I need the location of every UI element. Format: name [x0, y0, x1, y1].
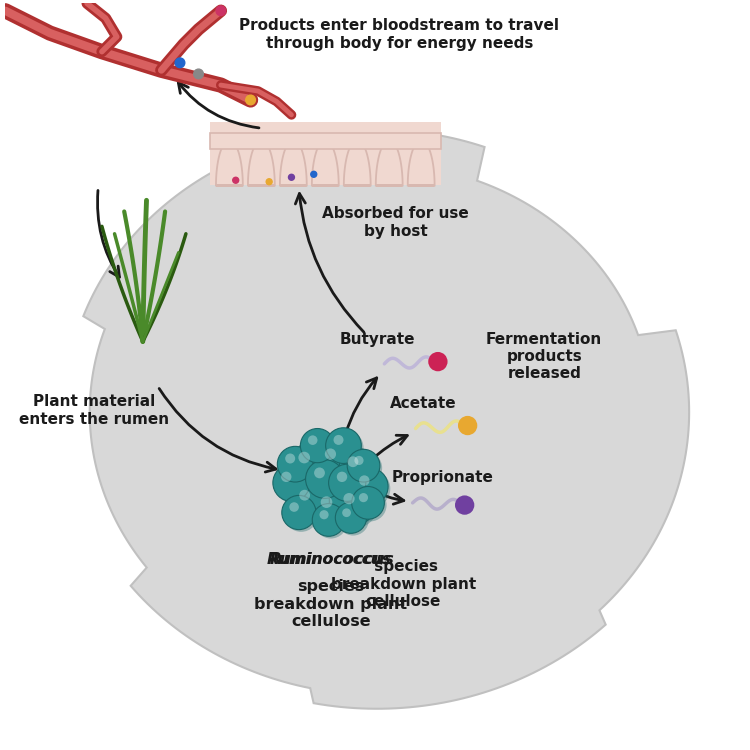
Circle shape	[298, 452, 310, 464]
Circle shape	[355, 456, 364, 465]
Circle shape	[334, 485, 375, 525]
Circle shape	[289, 174, 295, 180]
Circle shape	[328, 430, 364, 466]
Polygon shape	[248, 140, 274, 185]
Polygon shape	[376, 140, 403, 185]
Circle shape	[316, 440, 356, 481]
Circle shape	[455, 496, 474, 514]
Circle shape	[280, 448, 315, 484]
Text: Products enter bloodstream to travel
through body for energy needs: Products enter bloodstream to travel thr…	[239, 18, 560, 51]
Circle shape	[352, 487, 385, 519]
Circle shape	[335, 502, 367, 533]
Circle shape	[338, 504, 369, 536]
Circle shape	[347, 456, 358, 467]
Circle shape	[342, 509, 351, 517]
Circle shape	[310, 171, 316, 177]
Circle shape	[331, 466, 368, 503]
Circle shape	[428, 352, 448, 371]
Polygon shape	[280, 140, 307, 185]
Bar	[210, 133, 441, 149]
Circle shape	[339, 448, 378, 488]
Polygon shape	[210, 122, 441, 185]
Circle shape	[266, 178, 272, 184]
Text: species
breakdown plant
cellulose: species breakdown plant cellulose	[331, 560, 476, 609]
Polygon shape	[216, 140, 243, 185]
Polygon shape	[344, 140, 370, 185]
Circle shape	[318, 442, 358, 483]
Circle shape	[458, 416, 477, 435]
Circle shape	[320, 510, 328, 519]
Polygon shape	[312, 140, 339, 185]
Circle shape	[314, 490, 356, 532]
Circle shape	[341, 451, 380, 490]
Circle shape	[291, 482, 329, 520]
Circle shape	[347, 449, 380, 482]
Circle shape	[314, 506, 347, 538]
Circle shape	[308, 435, 317, 445]
Text: Acetate: Acetate	[390, 396, 456, 411]
Circle shape	[337, 472, 347, 482]
Text: Ruminococcus: Ruminococcus	[267, 552, 394, 567]
Circle shape	[281, 472, 292, 482]
Circle shape	[275, 466, 312, 503]
Circle shape	[290, 503, 299, 512]
Text: Fermentation
products
released: Fermentation products released	[486, 332, 602, 381]
Polygon shape	[408, 140, 434, 185]
Circle shape	[284, 498, 318, 532]
Text: Plant material
enters the rumen: Plant material enters the rumen	[20, 394, 170, 427]
Text: Proprionate: Proprionate	[392, 470, 494, 485]
Circle shape	[278, 446, 313, 482]
Circle shape	[232, 177, 238, 183]
Circle shape	[293, 484, 332, 523]
Circle shape	[312, 503, 345, 536]
Circle shape	[328, 464, 366, 501]
Polygon shape	[83, 130, 689, 709]
Circle shape	[308, 462, 347, 500]
Circle shape	[311, 488, 353, 530]
Circle shape	[282, 496, 316, 530]
Circle shape	[358, 493, 368, 502]
Circle shape	[344, 493, 355, 504]
Circle shape	[301, 428, 334, 463]
Circle shape	[216, 6, 226, 16]
Text: species
breakdown plant
cellulose: species breakdown plant cellulose	[254, 580, 407, 629]
Circle shape	[273, 464, 310, 501]
Circle shape	[350, 452, 382, 484]
Text: Absorbed for use
by host: Absorbed for use by host	[322, 206, 469, 238]
Circle shape	[246, 95, 256, 105]
Circle shape	[285, 454, 296, 464]
Circle shape	[337, 488, 377, 527]
Circle shape	[299, 490, 310, 500]
Circle shape	[194, 69, 203, 79]
Circle shape	[325, 448, 336, 460]
Circle shape	[353, 470, 390, 507]
Circle shape	[359, 476, 370, 486]
Text: Ruminococcus: Ruminococcus	[270, 552, 392, 567]
Circle shape	[351, 468, 388, 505]
Circle shape	[305, 460, 344, 499]
Circle shape	[302, 430, 337, 465]
Circle shape	[314, 467, 325, 478]
Circle shape	[326, 427, 362, 464]
Text: Butyrate: Butyrate	[339, 332, 415, 346]
Circle shape	[176, 58, 184, 68]
Circle shape	[321, 496, 332, 508]
Circle shape	[290, 443, 331, 485]
Circle shape	[354, 489, 386, 521]
Circle shape	[292, 446, 333, 488]
Circle shape	[334, 435, 344, 445]
